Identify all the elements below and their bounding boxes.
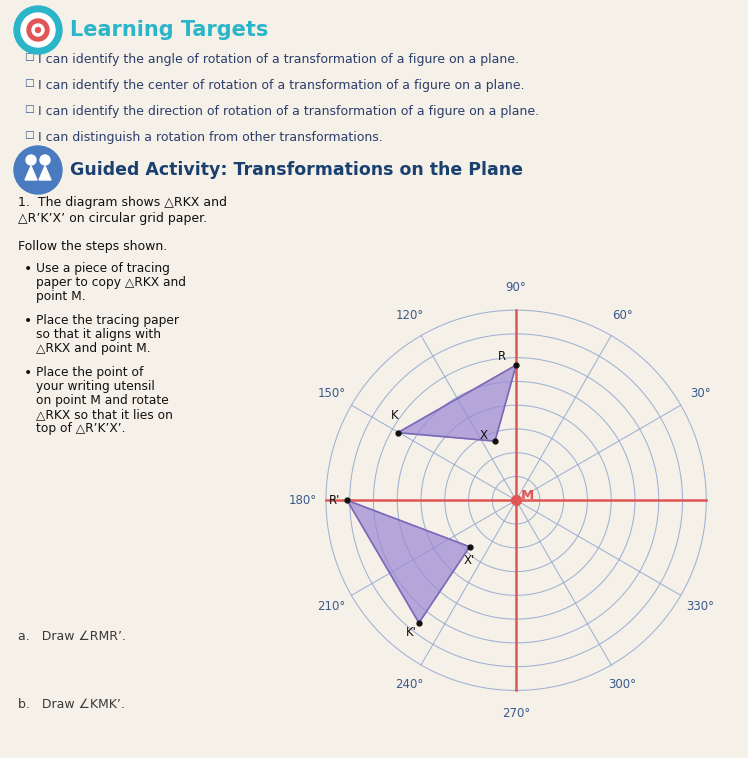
Circle shape	[27, 19, 49, 41]
Polygon shape	[39, 166, 51, 180]
Text: Guided Activity: Transformations on the Plane: Guided Activity: Transformations on the …	[70, 161, 523, 179]
Circle shape	[21, 13, 55, 47]
Text: I can identify the center of rotation of a transformation of a figure on a plane: I can identify the center of rotation of…	[38, 79, 524, 92]
Text: point M.: point M.	[36, 290, 85, 303]
Text: □: □	[24, 130, 34, 140]
Text: your writing utensil: your writing utensil	[36, 380, 155, 393]
Text: 210°: 210°	[318, 600, 346, 613]
Text: 300°: 300°	[609, 678, 637, 691]
Circle shape	[40, 155, 50, 165]
Text: 1.  The diagram shows △RKX and: 1. The diagram shows △RKX and	[18, 196, 227, 209]
Text: Learning Targets: Learning Targets	[70, 20, 269, 40]
Circle shape	[14, 6, 62, 54]
Circle shape	[35, 27, 40, 33]
Text: 30°: 30°	[690, 387, 711, 400]
Text: △RKX so that it lies on: △RKX so that it lies on	[36, 408, 173, 421]
Text: K': K'	[406, 625, 417, 638]
Text: on point M and rotate: on point M and rotate	[36, 394, 169, 407]
Text: Follow the steps shown.: Follow the steps shown.	[18, 240, 168, 253]
Text: 150°: 150°	[318, 387, 346, 400]
Text: R': R'	[328, 493, 340, 507]
Text: M: M	[521, 489, 534, 502]
Text: □: □	[24, 104, 34, 114]
Text: □: □	[24, 78, 34, 88]
Text: 240°: 240°	[396, 678, 424, 691]
Circle shape	[26, 155, 36, 165]
Text: K: K	[391, 409, 399, 422]
Polygon shape	[347, 500, 470, 623]
Text: I can identify the angle of rotation of a transformation of a figure on a plane.: I can identify the angle of rotation of …	[38, 52, 519, 65]
Text: 120°: 120°	[396, 309, 424, 322]
Circle shape	[32, 24, 44, 36]
Text: a.   Draw ∠RMR’.: a. Draw ∠RMR’.	[18, 630, 126, 643]
Text: X': X'	[463, 554, 475, 567]
Polygon shape	[25, 166, 37, 180]
Text: 60°: 60°	[613, 309, 633, 322]
Text: b.   Draw ∠KMK’.: b. Draw ∠KMK’.	[18, 698, 125, 711]
Text: Place the tracing paper: Place the tracing paper	[36, 314, 179, 327]
Text: R: R	[497, 350, 506, 363]
Text: □: □	[24, 52, 34, 62]
Text: Place the point of: Place the point of	[36, 366, 144, 379]
Text: top of △R’K’X’.: top of △R’K’X’.	[36, 422, 126, 435]
Text: X: X	[480, 429, 488, 442]
Text: △RKX and point M.: △RKX and point M.	[36, 342, 150, 355]
Text: 180°: 180°	[289, 493, 317, 507]
Text: •: •	[24, 314, 32, 328]
Text: △R’K’X’ on circular grid paper.: △R’K’X’ on circular grid paper.	[18, 212, 207, 225]
Text: 90°: 90°	[506, 280, 527, 294]
Circle shape	[14, 146, 62, 194]
Text: paper to copy △RKX and: paper to copy △RKX and	[36, 276, 186, 289]
Text: Use a piece of tracing: Use a piece of tracing	[36, 262, 170, 275]
Text: I can distinguish a rotation from other transformations.: I can distinguish a rotation from other …	[38, 130, 383, 143]
Text: •: •	[24, 366, 32, 380]
Text: so that it aligns with: so that it aligns with	[36, 328, 161, 341]
Text: •: •	[24, 262, 32, 276]
Text: 270°: 270°	[502, 706, 530, 720]
Text: 330°: 330°	[687, 600, 714, 613]
Polygon shape	[398, 365, 516, 441]
Text: I can identify the direction of rotation of a transformation of a figure on a pl: I can identify the direction of rotation…	[38, 105, 539, 117]
